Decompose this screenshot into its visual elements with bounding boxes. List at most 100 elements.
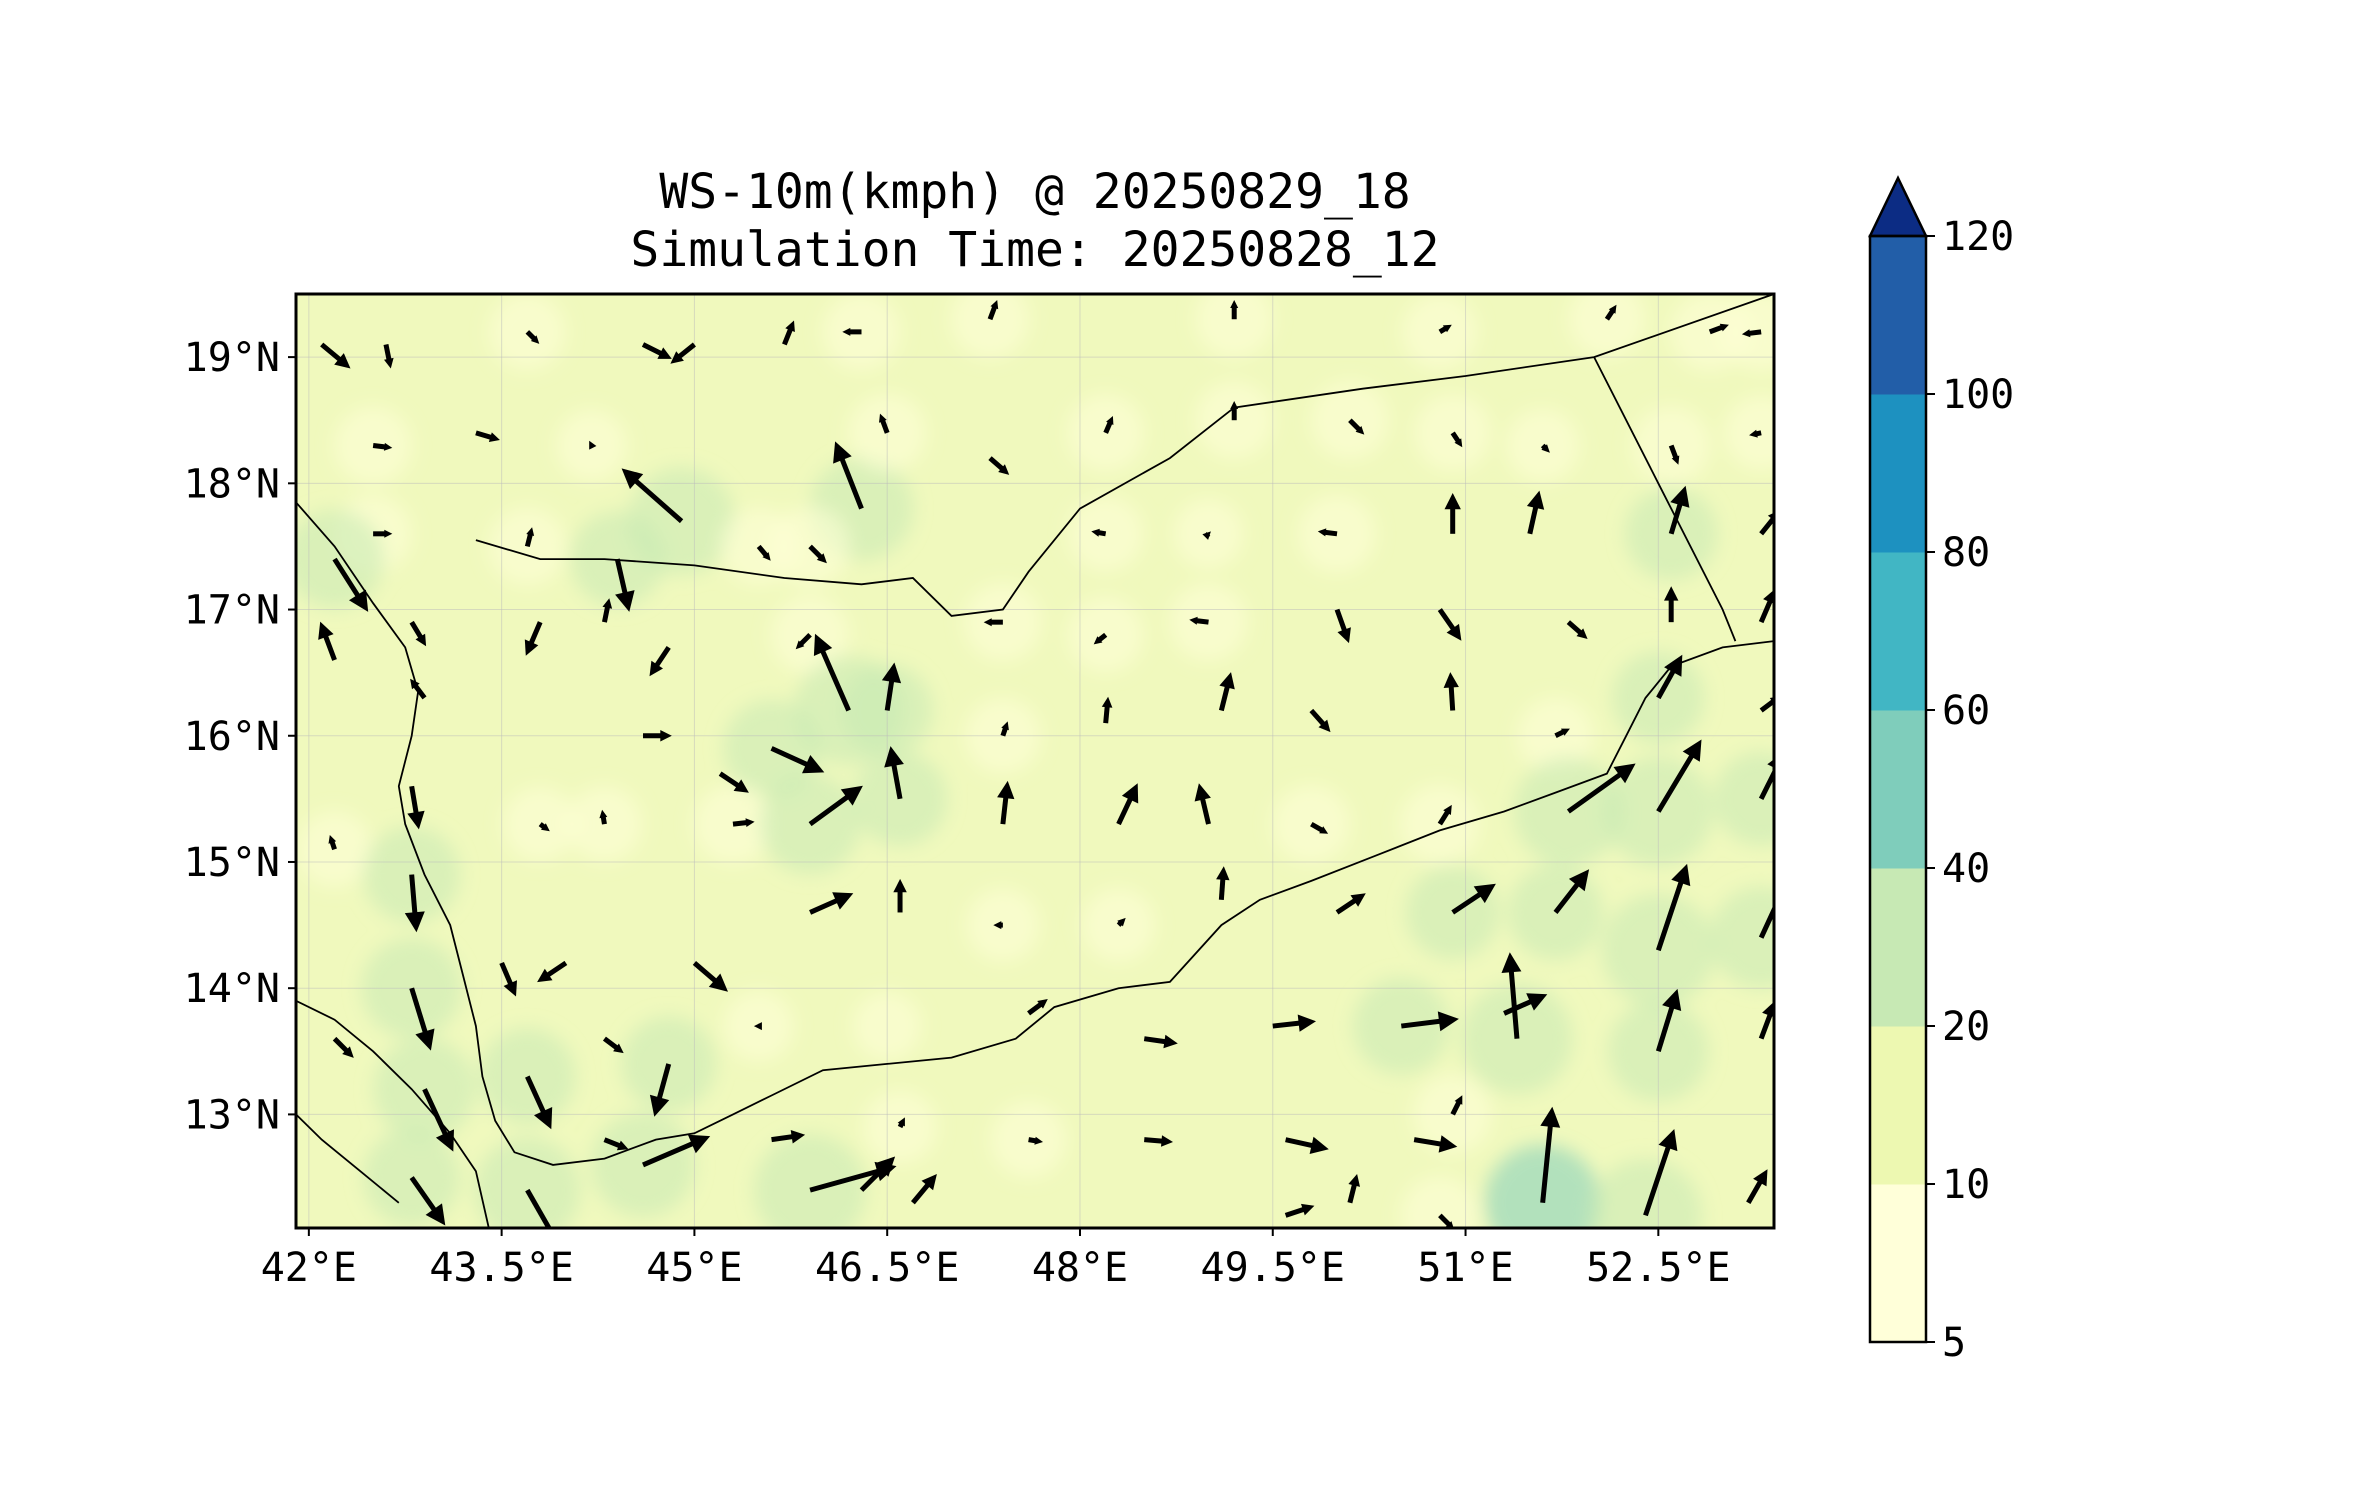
wind-arrow [1566,763,1636,814]
wind-arrow [525,1188,552,1228]
wind-arrow [475,430,500,442]
wind-arrow [407,785,425,830]
colorbar-tick-label: 100 [1942,372,2014,418]
speed-patch [1724,395,1774,470]
wind-arrow [732,818,755,827]
wind-arrow [1668,485,1690,535]
wind-arrow [988,456,1010,475]
wind-arrow [318,621,337,661]
lon-tick-label: 48°E [1032,1245,1128,1291]
wind-arrow [538,822,550,832]
wind-arrow [1438,1213,1454,1228]
wind-arrow [1334,608,1351,644]
lat-tick-label: 16°N [184,714,280,760]
wind-arrow [879,413,890,434]
wind-arrow [383,343,394,369]
lat-tick-label: 13°N [184,1092,280,1138]
wind-arrow [1116,783,1139,826]
wind-arrow [524,621,543,656]
wind-arrow [833,441,864,510]
lon-tick-label: 43.5°E [429,1245,574,1291]
colorbar-tick-label: 120 [1942,214,2014,260]
wind-arrow [897,1117,905,1129]
lon-tick-label: 42°E [261,1245,357,1291]
colorbar-tick-label: 40 [1942,846,1990,892]
wind-arrow [1758,589,1774,624]
wind-arrow [409,987,435,1051]
wind-arrow [1708,323,1729,335]
wind-arrow [771,1130,806,1144]
wind-arrow [1501,952,1522,1039]
wind-arrow [1103,416,1114,434]
wind-arrow [1309,708,1331,733]
colorbar-segment [1870,710,1926,869]
wind-arrow [1746,1169,1768,1204]
wind-arrow [770,746,825,774]
wind-arrow [1285,1136,1329,1154]
lon-tick-label: 45°E [646,1245,742,1291]
wind-arrow [614,558,635,612]
boundary-coast_west [296,501,1774,1166]
coastlines-and-borders [296,294,1774,1228]
wind-arrow [1091,528,1107,537]
wind-arrow [642,1134,711,1168]
wind-arrow [1643,1129,1678,1217]
wind-arrow [404,874,425,933]
wind-arrow [1028,1136,1043,1145]
boundary-coast_africa [296,999,490,1228]
wind-arrow [670,342,696,364]
wind-arrow [1749,429,1762,438]
wind-vectors [318,300,1774,1228]
speed-patch [1588,1158,1703,1228]
wind-arrow [1000,721,1009,737]
speed-patch [1195,381,1274,460]
wind-arrow [1758,1001,1774,1040]
wind-arrow [1189,616,1209,625]
wind-arrow [499,961,517,997]
wind-arrow [813,633,851,712]
wind-arrow [372,442,393,451]
wind-arrow [1143,1034,1178,1049]
wind-arrow [1144,1135,1173,1147]
wind-arrow [1101,696,1113,724]
wind-arrow [809,892,854,915]
wind-arrow [753,1022,762,1031]
wind-arrow [1741,329,1762,338]
wind-arrow [1444,493,1461,534]
wind-arrow [320,342,351,369]
wind-arrow [537,960,568,983]
wind-arrow [1230,401,1239,421]
wind-arrow [993,921,1003,930]
speed-patch [1400,1176,1479,1228]
map-subtitle: Simulation Time: 20250828_12 [630,222,1440,278]
latitude-axis: 13°N 14°N 15°N 16°N 17°N 18°N 19°N [184,335,296,1138]
wind-arrow [859,1156,896,1192]
colorbar-tick-label: 10 [1942,1162,1990,1208]
wind-arrow [987,300,999,321]
lon-tick-label: 52.5°E [1586,1245,1731,1291]
lon-tick-label: 49.5°E [1201,1245,1346,1291]
wind-arrow [525,1075,553,1130]
wind-arrow [373,529,393,538]
speed-patch [950,294,1030,359]
wind-arrow [718,771,749,793]
wind-arrow [1451,883,1496,915]
wind-arrow [1450,431,1463,448]
wind-arrow [589,440,597,450]
speed-patch [1568,294,1646,358]
wind-arrow [997,780,1015,825]
wind-arrow [410,678,427,700]
wind-arrow [842,327,862,336]
wind-arrow [983,618,1003,627]
wind-arrow [643,730,672,742]
wind-arrow [1347,1174,1360,1204]
lon-tick-label: 46.5°E [815,1245,960,1291]
wind-arrow [1604,304,1617,321]
wind-arrow [1450,1095,1463,1116]
wind-arrow [1526,490,1545,535]
wind-arrow [1284,1203,1315,1218]
wind-arrow [409,620,427,647]
lat-tick-label: 15°N [184,840,280,886]
wind-arrow [1216,866,1230,901]
colorbar-segment [1870,1184,1926,1343]
